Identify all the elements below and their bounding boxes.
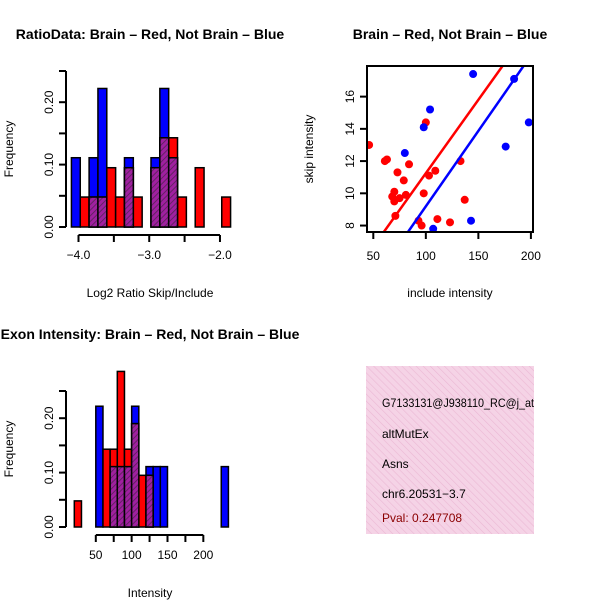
y-tick-label: 0.20 [42,406,56,430]
scatter-panel: Brain – Red, Not Brain – Blue 50 100 150 20… [302,26,547,300]
overlap-bar [167,156,179,228]
scatter-points [367,70,533,232]
x-tick-label: 200 [193,548,213,562]
red-bar [106,166,117,228]
y-tick-label: 10 [343,186,357,200]
blue-point [469,70,478,79]
x-tick-label: −2.0 [208,248,232,262]
scatter-plot-box [366,65,534,233]
x-tick-label: −4.0 [67,248,91,262]
red-point [367,140,374,149]
red-point [393,168,402,177]
scatter-title: Brain – Red, Not Brain – Blue [353,26,548,42]
y-tick-label: 12 [343,154,357,168]
blue-fit-line [406,66,525,232]
red-bar [79,196,90,228]
ratio-histogram-panel: RatioData: Brain – Red, Not Brain – Blue… [2,26,284,300]
info-gene: Asns [382,457,409,471]
y-tick-label: 8 [343,222,357,229]
y-tick-label: 0.10 [42,461,56,485]
red-point [399,176,408,185]
red-point [395,194,404,203]
info-panel: G7133131@J938110_RC@j_at altMutEx Asns c… [366,366,535,534]
blue-point [429,224,438,232]
overlap-bar [109,465,119,528]
overlap-bar [150,166,161,228]
overlap-bar [88,196,99,228]
y-tick-label: 14 [343,122,357,136]
overlap-bar [97,196,108,228]
y-tick-label: 0.00 [42,515,56,539]
red-point [382,155,391,164]
overlap-bar [130,422,140,528]
y-tick-label: 0.20 [42,90,56,114]
intensity-histogram-bars [73,370,230,528]
overlap-bar [123,166,135,228]
red-point [460,195,469,204]
ratio-histogram-xlabel: Log2 Ratio Skip/Include [87,286,214,300]
blue-bar [70,156,82,228]
red-point [405,160,414,169]
scatter-axes: 50 100 150 200 8 10 12 14 16 [343,90,541,263]
blue-point [524,118,533,127]
intensity-histogram-ylabel: Frequency [2,421,16,478]
red-bar [220,196,232,228]
x-tick-label: 150 [157,548,177,562]
info-location: chr6.20531−3.7 [382,487,466,501]
ratio-histogram-ylabel: Frequency [2,121,16,178]
scatter-ylabel: skip intensity [302,115,316,184]
intensity-histogram-xlabel: Intensity [128,586,173,600]
blue-bar [95,405,104,528]
red-point [419,189,428,198]
x-tick-label: 150 [468,249,488,263]
red-fit-line [382,66,504,232]
red-point [390,187,399,196]
scatter-fit-lines [382,66,525,232]
red-bar [73,500,83,528]
red-bar [114,196,126,228]
red-bar [138,474,147,528]
x-tick-label: 50 [89,548,103,562]
blue-point [426,105,435,114]
red-point [446,218,454,227]
ratio-histogram-axes: −4.0 −3.0 −2.0 0.00 0.10 0.20 [42,70,232,262]
info-probe-id: G7133131@J938110_RC@j_at [382,396,535,410]
blue-point [419,123,428,132]
x-tick-label: 200 [521,249,541,263]
blue-bar [159,465,169,528]
intensity-histogram-panel: Exon Intensity: Brain – Red, Not Brain –… [1,326,300,600]
blue-point [467,216,476,225]
blue-bar [220,465,230,528]
red-point [433,215,442,224]
intensity-histogram-axes: 50 100 150 200 0.00 0.10 0.20 [42,390,214,562]
x-tick-label: 100 [122,548,142,562]
blue-point [501,142,510,151]
info-pval: Pval: 0.247708 [382,511,462,525]
overlap-bar [123,465,133,528]
blue-bar [152,465,162,528]
scatter-xlabel: include intensity [407,286,492,300]
red-point [417,221,426,230]
y-tick-label: 16 [343,90,357,104]
red-bar [176,196,188,228]
ratio-histogram-title: RatioData: Brain – Red, Not Brain – Blue [16,26,285,42]
red-point [431,166,440,175]
intensity-histogram-title: Exon Intensity: Brain – Red, Not Brain –… [1,326,300,342]
info-event-type: altMutEx [382,427,429,441]
red-bar [102,448,111,528]
x-tick-label: 50 [367,249,381,263]
overlap-bar [116,465,126,528]
overlap-bar [145,474,154,528]
y-tick-label: 0.10 [42,153,56,177]
red-bar [132,196,143,228]
info-panel-background [366,366,534,534]
y-tick-label: 0.00 [42,215,56,239]
ratio-histogram-bars [70,87,232,228]
overlap-bar [159,137,170,228]
blue-point [400,149,409,158]
x-tick-label: 100 [416,249,436,263]
x-tick-label: −3.0 [137,248,161,262]
red-bar [194,166,205,228]
